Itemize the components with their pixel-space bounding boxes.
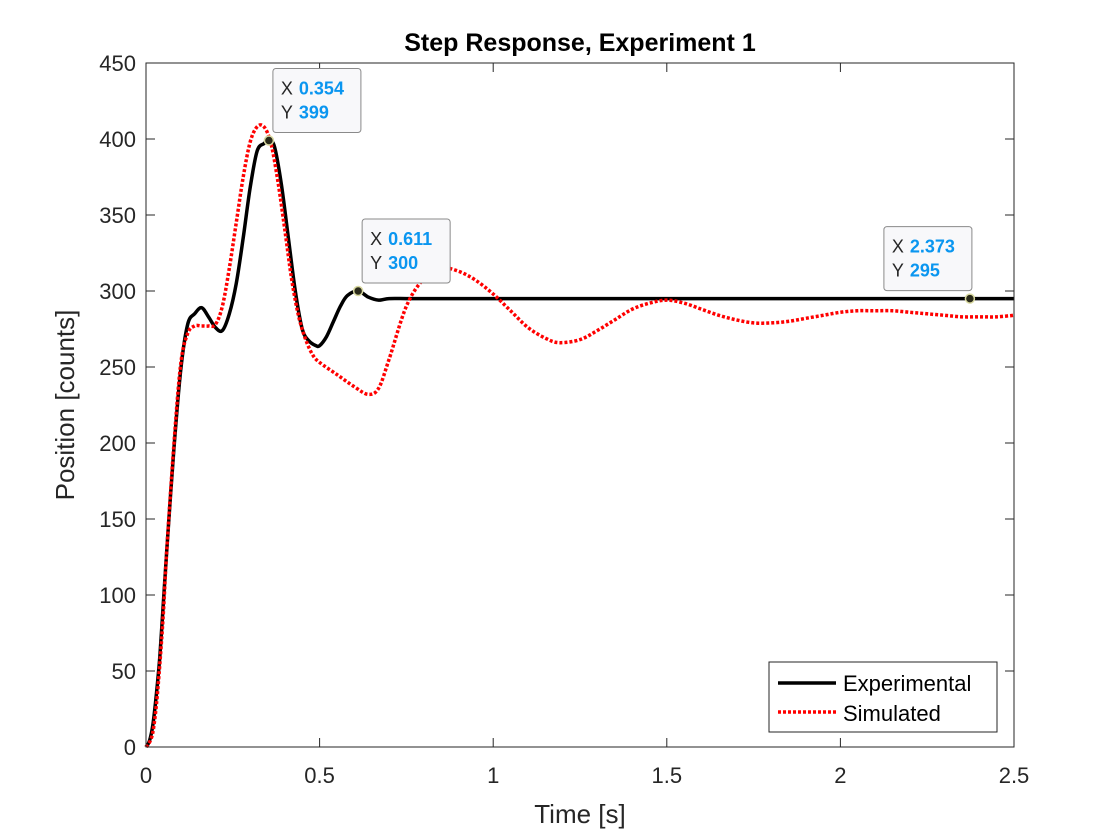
datatip-x-value: 0.354 [299,79,344,99]
datatip-y-key: Y [281,103,293,123]
datatip-marker[interactable] [352,285,364,297]
x-tick-label: 1.5 [652,763,683,788]
y-tick-label: 400 [99,127,136,152]
y-tick-label: 450 [99,51,136,76]
y-tick-label: 300 [99,279,136,304]
x-axis: 0 0.5 1 1.5 2 2.5 [140,63,1029,788]
y-tick-label: 350 [99,203,136,228]
datatip[interactable]: X 0.611 Y 300 [352,218,451,297]
datatip-box [883,226,973,292]
y-tick-label: 200 [99,431,136,456]
legend-label-experimental: Experimental [843,671,971,696]
datatip[interactable]: X 2.373 Y 295 [883,226,976,304]
x-tick-label: 2.5 [999,763,1030,788]
y-axis-label: Position [counts] [50,310,80,501]
x-tick-label: 2 [834,763,846,788]
plot-frame [145,62,1015,748]
y-tick-label: 0 [124,735,136,760]
datatip-box [272,68,362,134]
datatip[interactable]: X 0.354 Y 399 [263,68,362,146]
legend-label-simulated: Simulated [843,701,941,726]
datatip-y-key: Y [892,261,904,281]
plot-area [146,63,1014,747]
y-tick-label: 250 [99,355,136,380]
x-axis-label: Time [s] [534,799,625,829]
series-layer [144,123,1015,749]
y-tick-label: 100 [99,583,136,608]
datatip-y-key: Y [370,253,382,273]
series-line-simulated [144,123,1015,749]
datatip-x-value: 0.611 [388,229,432,249]
legend-box [768,661,998,733]
datatip-x-key: X [370,229,382,249]
datatip-box [361,218,451,284]
y-tick-label: 50 [112,659,136,684]
legend: Experimental Simulated [768,661,998,733]
datatip-marker[interactable] [263,135,275,146]
datatip-x-value: 2.373 [910,237,955,257]
datatip-y-value: 300 [388,253,418,273]
x-tick-label: 1 [487,763,499,788]
x-tick-label: 0.5 [304,763,335,788]
datatip-x-key: X [281,79,293,99]
series-line-experimental [144,138,1014,748]
datatip-y-value: 295 [910,261,940,281]
y-axis: 0 50 100 150 200 250 300 350 400 450 [99,51,1014,760]
datatip-marker[interactable] [964,293,976,304]
datatip-y-value: 399 [299,103,329,123]
chart-title: Step Response, Experiment 1 [404,29,756,57]
datatip-x-key: X [892,237,904,257]
x-tick-label: 0 [140,763,152,788]
y-tick-label: 150 [99,507,136,532]
datatips: X 0.354 Y 399 X 0.611 Y 300 X 2.373 Y 295 [263,68,976,304]
